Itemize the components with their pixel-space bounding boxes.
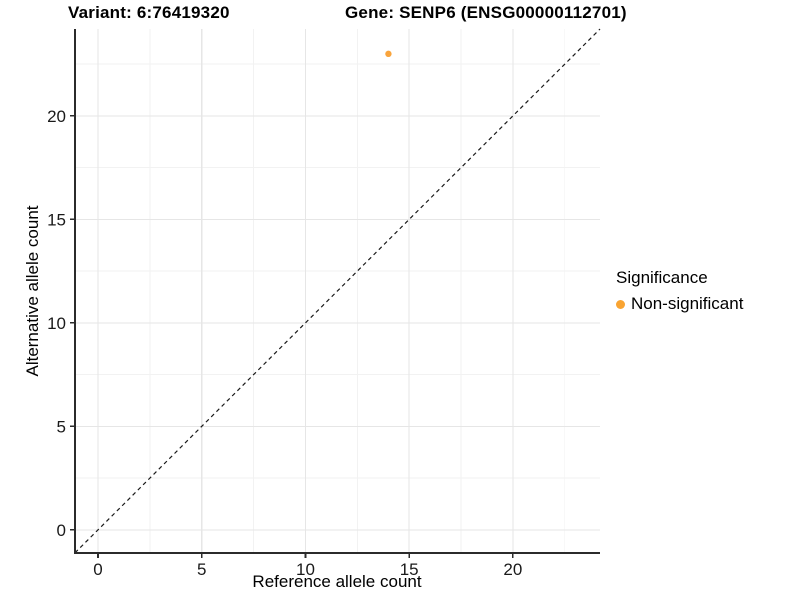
y-axis-title: Alternative allele count bbox=[23, 205, 42, 377]
legend-item-label: Non-significant bbox=[631, 294, 744, 313]
x-tick-label: 20 bbox=[503, 560, 522, 579]
legend-title: Significance bbox=[616, 268, 708, 287]
identity-line bbox=[74, 28, 601, 554]
y-tick-label: 15 bbox=[47, 210, 66, 229]
y-tick-label: 0 bbox=[57, 521, 66, 540]
legend-item: Non-significant bbox=[616, 294, 743, 314]
x-tick-label: 15 bbox=[400, 560, 419, 579]
x-tick-label: 10 bbox=[296, 560, 315, 579]
variant-title: Variant: 6:76419320 bbox=[68, 3, 230, 22]
gene-title: Gene: SENP6 (ENSG00000112701) bbox=[345, 3, 627, 22]
y-tick-label: 10 bbox=[47, 314, 66, 333]
legend-point-icon bbox=[616, 299, 625, 309]
x-tick-label: 0 bbox=[93, 560, 102, 579]
x-axis-title: Reference allele count bbox=[252, 572, 422, 591]
data-point bbox=[385, 50, 392, 58]
y-tick-label: 5 bbox=[57, 417, 66, 436]
y-tick-label: 20 bbox=[47, 107, 66, 126]
x-tick-label: 5 bbox=[197, 560, 206, 579]
legend: Significance Non-significant bbox=[616, 268, 743, 314]
